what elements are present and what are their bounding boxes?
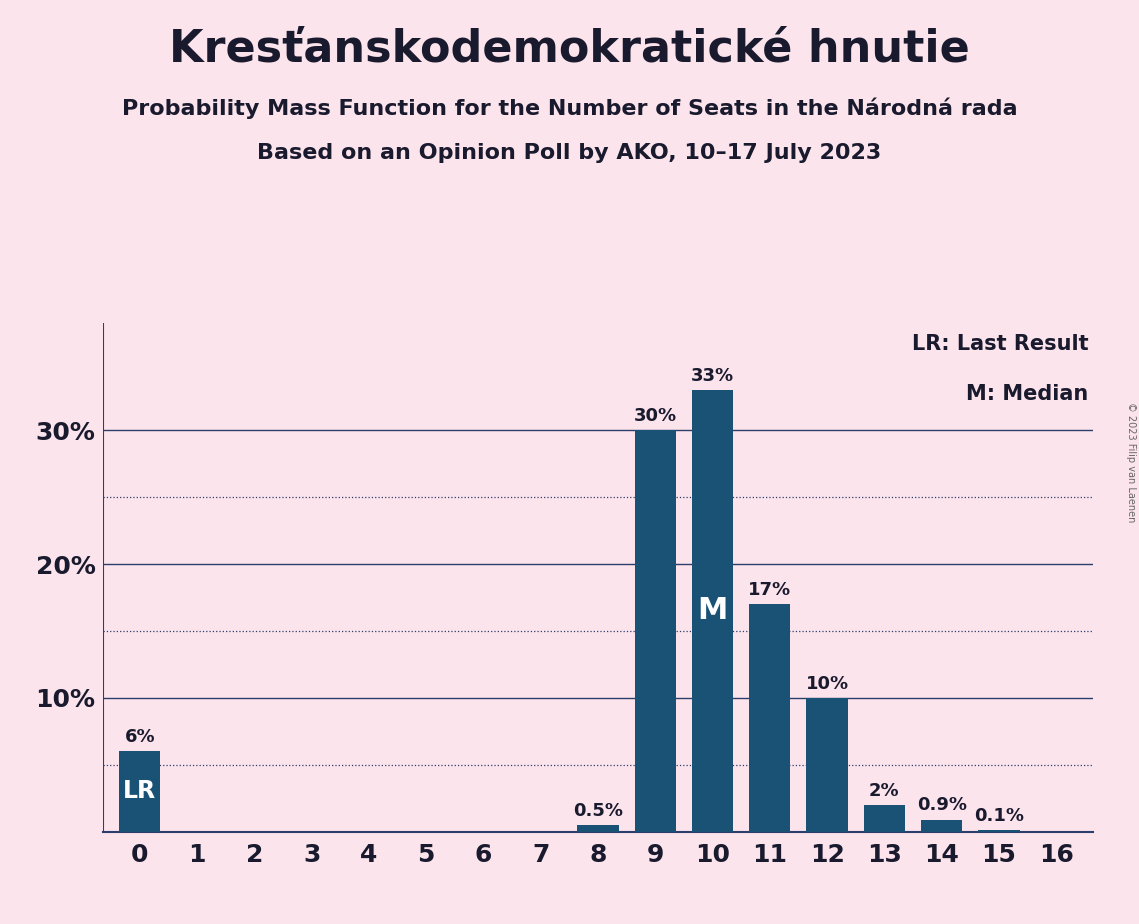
Bar	[863, 805, 906, 832]
Text: 10%: 10%	[805, 675, 849, 692]
Text: 0.9%: 0.9%	[917, 796, 967, 814]
Text: LR: Last Result: LR: Last Result	[912, 334, 1089, 354]
Bar	[577, 825, 618, 832]
Bar	[749, 604, 790, 832]
Text: 0.5%: 0.5%	[573, 801, 623, 820]
Text: 6%: 6%	[124, 728, 155, 746]
Text: 17%: 17%	[748, 581, 792, 599]
Bar	[691, 390, 734, 832]
Text: LR: LR	[123, 780, 156, 804]
Bar	[921, 820, 962, 832]
Text: Based on an Opinion Poll by AKO, 10–17 July 2023: Based on an Opinion Poll by AKO, 10–17 J…	[257, 143, 882, 164]
Text: M: Median: M: Median	[966, 384, 1089, 405]
Text: 30%: 30%	[633, 407, 677, 425]
Text: Probability Mass Function for the Number of Seats in the Národná rada: Probability Mass Function for the Number…	[122, 97, 1017, 118]
Bar	[120, 751, 161, 832]
Text: © 2023 Filip van Laenen: © 2023 Filip van Laenen	[1126, 402, 1136, 522]
Text: 0.1%: 0.1%	[974, 807, 1024, 825]
Text: 2%: 2%	[869, 782, 900, 799]
Text: M: M	[697, 596, 728, 626]
Bar	[806, 698, 847, 832]
Text: 33%: 33%	[691, 367, 735, 385]
Bar	[978, 831, 1019, 832]
Bar	[634, 431, 675, 832]
Text: Kresťanskodemokratické hnutie: Kresťanskodemokratické hnutie	[169, 28, 970, 71]
